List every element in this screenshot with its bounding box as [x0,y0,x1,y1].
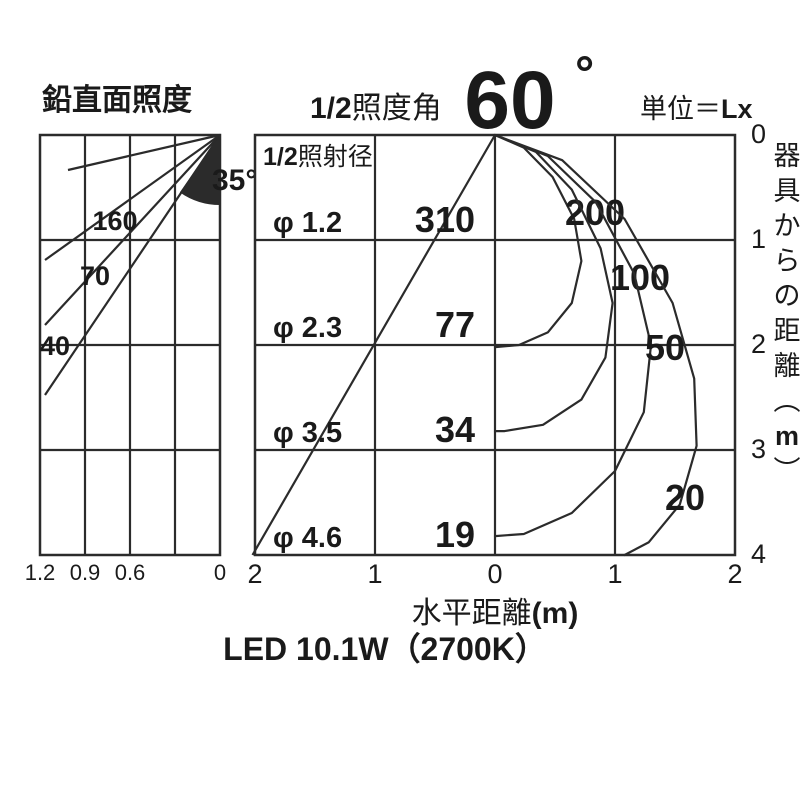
svg-text:1.2: 1.2 [25,560,56,585]
svg-text:77: 77 [435,304,475,345]
svg-text:100: 100 [610,257,670,298]
svg-text:1: 1 [367,559,382,589]
svg-text:200: 200 [565,192,625,233]
svg-text:0.9: 0.9 [70,560,101,585]
svg-text:器: 器 [774,141,800,171]
svg-text:20: 20 [665,477,705,518]
lighting-diagram: 鉛直面照度1/2照度角60°単位＝Lx1.20.90.6035°16070402… [0,0,800,800]
svg-text:50: 50 [645,327,685,368]
svg-text:34: 34 [435,409,475,450]
svg-text:2: 2 [727,559,742,589]
svg-text:310: 310 [415,199,475,240]
svg-text:4: 4 [751,539,766,569]
svg-text:0.6: 0.6 [115,560,146,585]
svg-text:0: 0 [487,559,502,589]
svg-text:2: 2 [751,329,766,359]
svg-text:︵: ︵ [774,386,800,416]
svg-text:φ 1.2: φ 1.2 [273,207,342,239]
svg-text:単位＝Lx: 単位＝Lx [640,94,753,124]
svg-text:0: 0 [751,119,766,149]
svg-text:40: 40 [40,331,70,361]
svg-text:具: 具 [774,176,800,206]
svg-text:の: の [774,281,800,311]
svg-text:m: m [775,421,799,451]
svg-text:水平距離(m): 水平距離(m) [412,597,579,630]
svg-text:0: 0 [214,560,226,585]
svg-text:1/2照射径: 1/2照射径 [263,143,373,171]
svg-text:距: 距 [774,316,800,346]
svg-text:2: 2 [247,559,262,589]
svg-text:φ 4.6: φ 4.6 [273,522,342,554]
svg-text:1: 1 [607,559,622,589]
svg-text:1: 1 [751,224,766,254]
svg-text:鉛直面照度: 鉛直面照度 [42,83,192,117]
svg-text:19: 19 [435,514,475,555]
svg-text:ら: ら [774,246,800,276]
svg-text:60: 60 [464,55,555,146]
svg-text:離: 離 [774,351,800,381]
svg-text:1/2照度角: 1/2照度角 [310,92,442,125]
svg-text:3: 3 [751,434,766,464]
svg-text:70: 70 [80,261,110,291]
svg-text:°: ° [575,48,594,101]
svg-text:φ 2.3: φ 2.3 [273,312,342,344]
svg-text:︶: ︶ [774,456,800,486]
svg-text:φ 3.5: φ 3.5 [273,417,342,449]
svg-text:LED 10.1W（2700K）: LED 10.1W（2700K） [223,631,547,667]
svg-text:160: 160 [92,206,137,236]
svg-text:35°: 35° [212,164,257,197]
svg-text:か: か [774,211,800,241]
